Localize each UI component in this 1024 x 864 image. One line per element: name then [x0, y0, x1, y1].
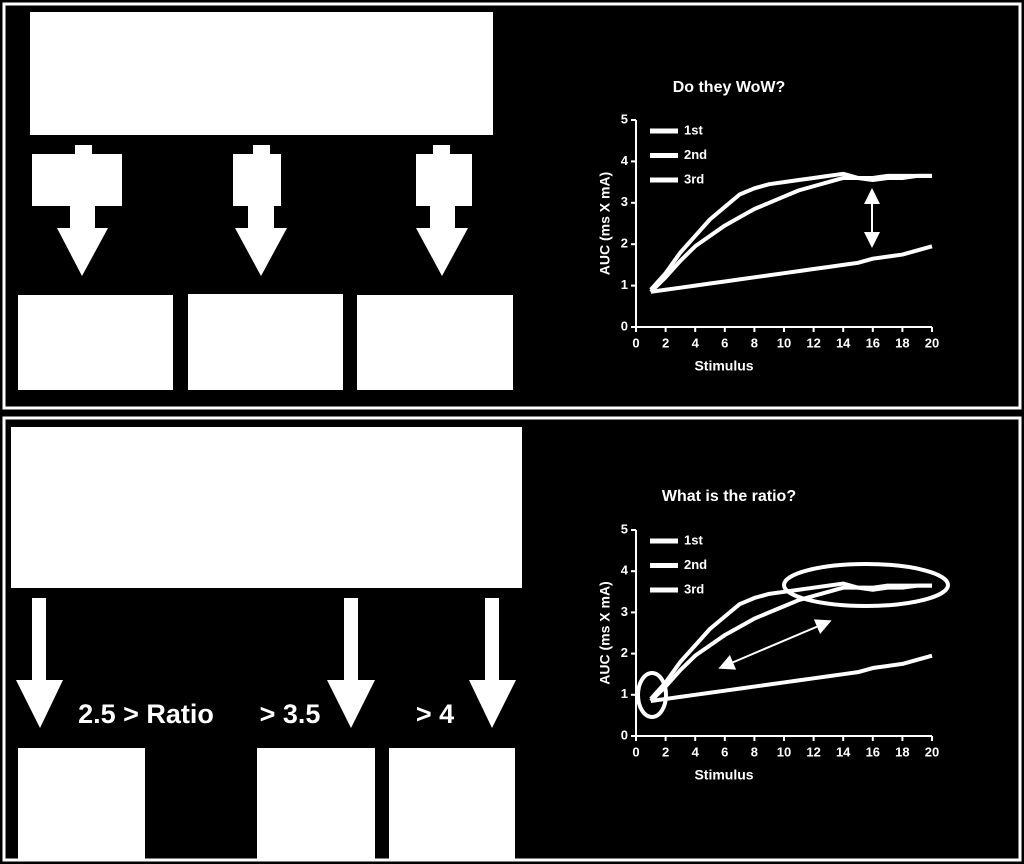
x-tick-label: 8: [751, 335, 758, 350]
arrow: [416, 145, 472, 276]
box: [257, 748, 375, 860]
box: [30, 12, 493, 135]
arrow: [233, 145, 287, 276]
y-tick-label: 1: [621, 277, 628, 292]
highlight-ellipse: [636, 671, 668, 719]
box: [357, 295, 513, 390]
x-axis-label: Stimulus: [694, 358, 753, 374]
x-tick-label: 14: [836, 744, 851, 759]
x-tick-label: 10: [777, 744, 791, 759]
x-tick-label: 0: [632, 744, 639, 759]
y-tick-label: 3: [621, 194, 628, 209]
box: [188, 294, 343, 390]
series-line: [650, 653, 933, 703]
x-tick-label: 2: [662, 744, 669, 759]
x-tick-label: 18: [895, 744, 909, 759]
y-axis-label: AUC (ms X mA): [597, 172, 613, 275]
arrow: [469, 598, 516, 728]
x-axis-label: Stimulus: [694, 767, 753, 783]
y-tick-label: 3: [621, 604, 628, 619]
y-tick-label: 0: [621, 727, 628, 742]
y-tick-label: 0: [621, 318, 628, 333]
chart-title: What is the ratio?: [662, 488, 796, 505]
x-tick-label: 4: [692, 335, 700, 350]
annotation-arrow: [718, 619, 832, 670]
y-tick-label: 2: [621, 645, 628, 660]
series-line: [649, 581, 932, 701]
ratio-label: > 4: [416, 699, 454, 729]
legend-label: 3rd: [684, 581, 704, 596]
series-line: [650, 244, 933, 294]
x-tick-label: 16: [866, 744, 880, 759]
arrow: [32, 145, 122, 276]
x-tick-label: 20: [925, 744, 939, 759]
box: [18, 748, 145, 860]
legend-label: 2nd: [684, 147, 707, 162]
y-tick-label: 5: [621, 521, 628, 536]
panel-frame: [2, 2, 1022, 410]
y-axis-label: AUC (ms X mA): [597, 581, 613, 684]
x-tick-label: 4: [692, 744, 700, 759]
highlight-ellipse: [782, 562, 950, 608]
arrow: [327, 598, 375, 728]
series-line: [649, 171, 932, 292]
x-tick-label: 12: [806, 744, 820, 759]
x-tick-label: 10: [777, 335, 791, 350]
x-tick-label: 18: [895, 335, 909, 350]
legend-label: 1st: [684, 122, 703, 137]
y-tick-label: 5: [621, 111, 628, 126]
x-tick-label: 0: [632, 335, 639, 350]
ratio-label: 2.5 > Ratio: [78, 699, 214, 729]
box: [389, 748, 515, 860]
x-tick-label: 6: [721, 744, 728, 759]
y-tick-label: 2: [621, 236, 628, 251]
x-tick-label: 12: [806, 335, 820, 350]
series-line: [649, 173, 932, 294]
legend-label: 1st: [684, 532, 703, 547]
legend-label: 3rd: [684, 171, 704, 186]
box: [11, 427, 522, 588]
series-line: [649, 583, 932, 703]
x-tick-label: 14: [836, 335, 851, 350]
x-tick-label: 8: [751, 744, 758, 759]
x-tick-label: 2: [662, 335, 669, 350]
arrow: [16, 598, 63, 728]
chart-title: Do they WoW?: [673, 79, 786, 96]
y-tick-label: 1: [621, 686, 628, 701]
box: [18, 295, 173, 390]
y-tick-label: 4: [621, 563, 629, 578]
x-tick-label: 16: [866, 335, 880, 350]
ratio-label: > 3.5: [260, 699, 321, 729]
x-tick-label: 20: [925, 335, 939, 350]
y-tick-label: 4: [621, 153, 629, 168]
x-tick-label: 6: [721, 335, 728, 350]
legend-label: 2nd: [684, 557, 707, 572]
